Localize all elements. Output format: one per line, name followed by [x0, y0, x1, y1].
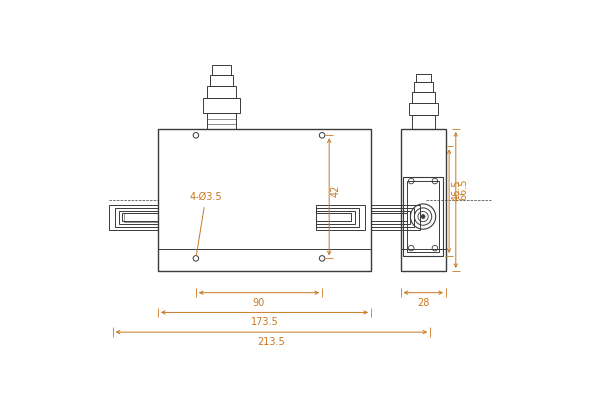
Bar [316, 211, 355, 224]
Bar [371, 214, 407, 220]
Bar [119, 211, 158, 224]
Bar [401, 129, 446, 271]
Bar [413, 82, 433, 92]
Bar [416, 74, 431, 82]
Bar [412, 115, 435, 129]
Text: 42: 42 [331, 184, 341, 197]
Bar [412, 92, 435, 102]
Bar [158, 129, 371, 271]
Bar [124, 213, 158, 222]
Bar [122, 214, 158, 220]
Text: 213.5: 213.5 [257, 337, 285, 347]
Text: 66.5: 66.5 [458, 178, 468, 200]
Bar [212, 65, 230, 74]
Text: 4-Ø3.5: 4-Ø3.5 [190, 192, 222, 256]
Text: 90: 90 [253, 298, 265, 308]
Text: 28: 28 [417, 298, 430, 308]
Bar [371, 211, 410, 224]
Bar [403, 177, 443, 256]
Bar [316, 208, 359, 227]
Bar [371, 205, 421, 230]
Circle shape [421, 214, 425, 218]
Bar [203, 98, 239, 113]
Bar [109, 205, 158, 230]
Bar [371, 208, 415, 227]
Text: 46.5: 46.5 [451, 180, 461, 201]
Bar [210, 74, 233, 86]
Bar [316, 214, 351, 220]
Bar [409, 102, 437, 115]
Bar [208, 113, 236, 129]
Bar [115, 208, 158, 227]
Text: 173.5: 173.5 [251, 317, 278, 327]
Bar [208, 86, 236, 98]
Bar [407, 181, 439, 252]
Bar [316, 205, 365, 230]
